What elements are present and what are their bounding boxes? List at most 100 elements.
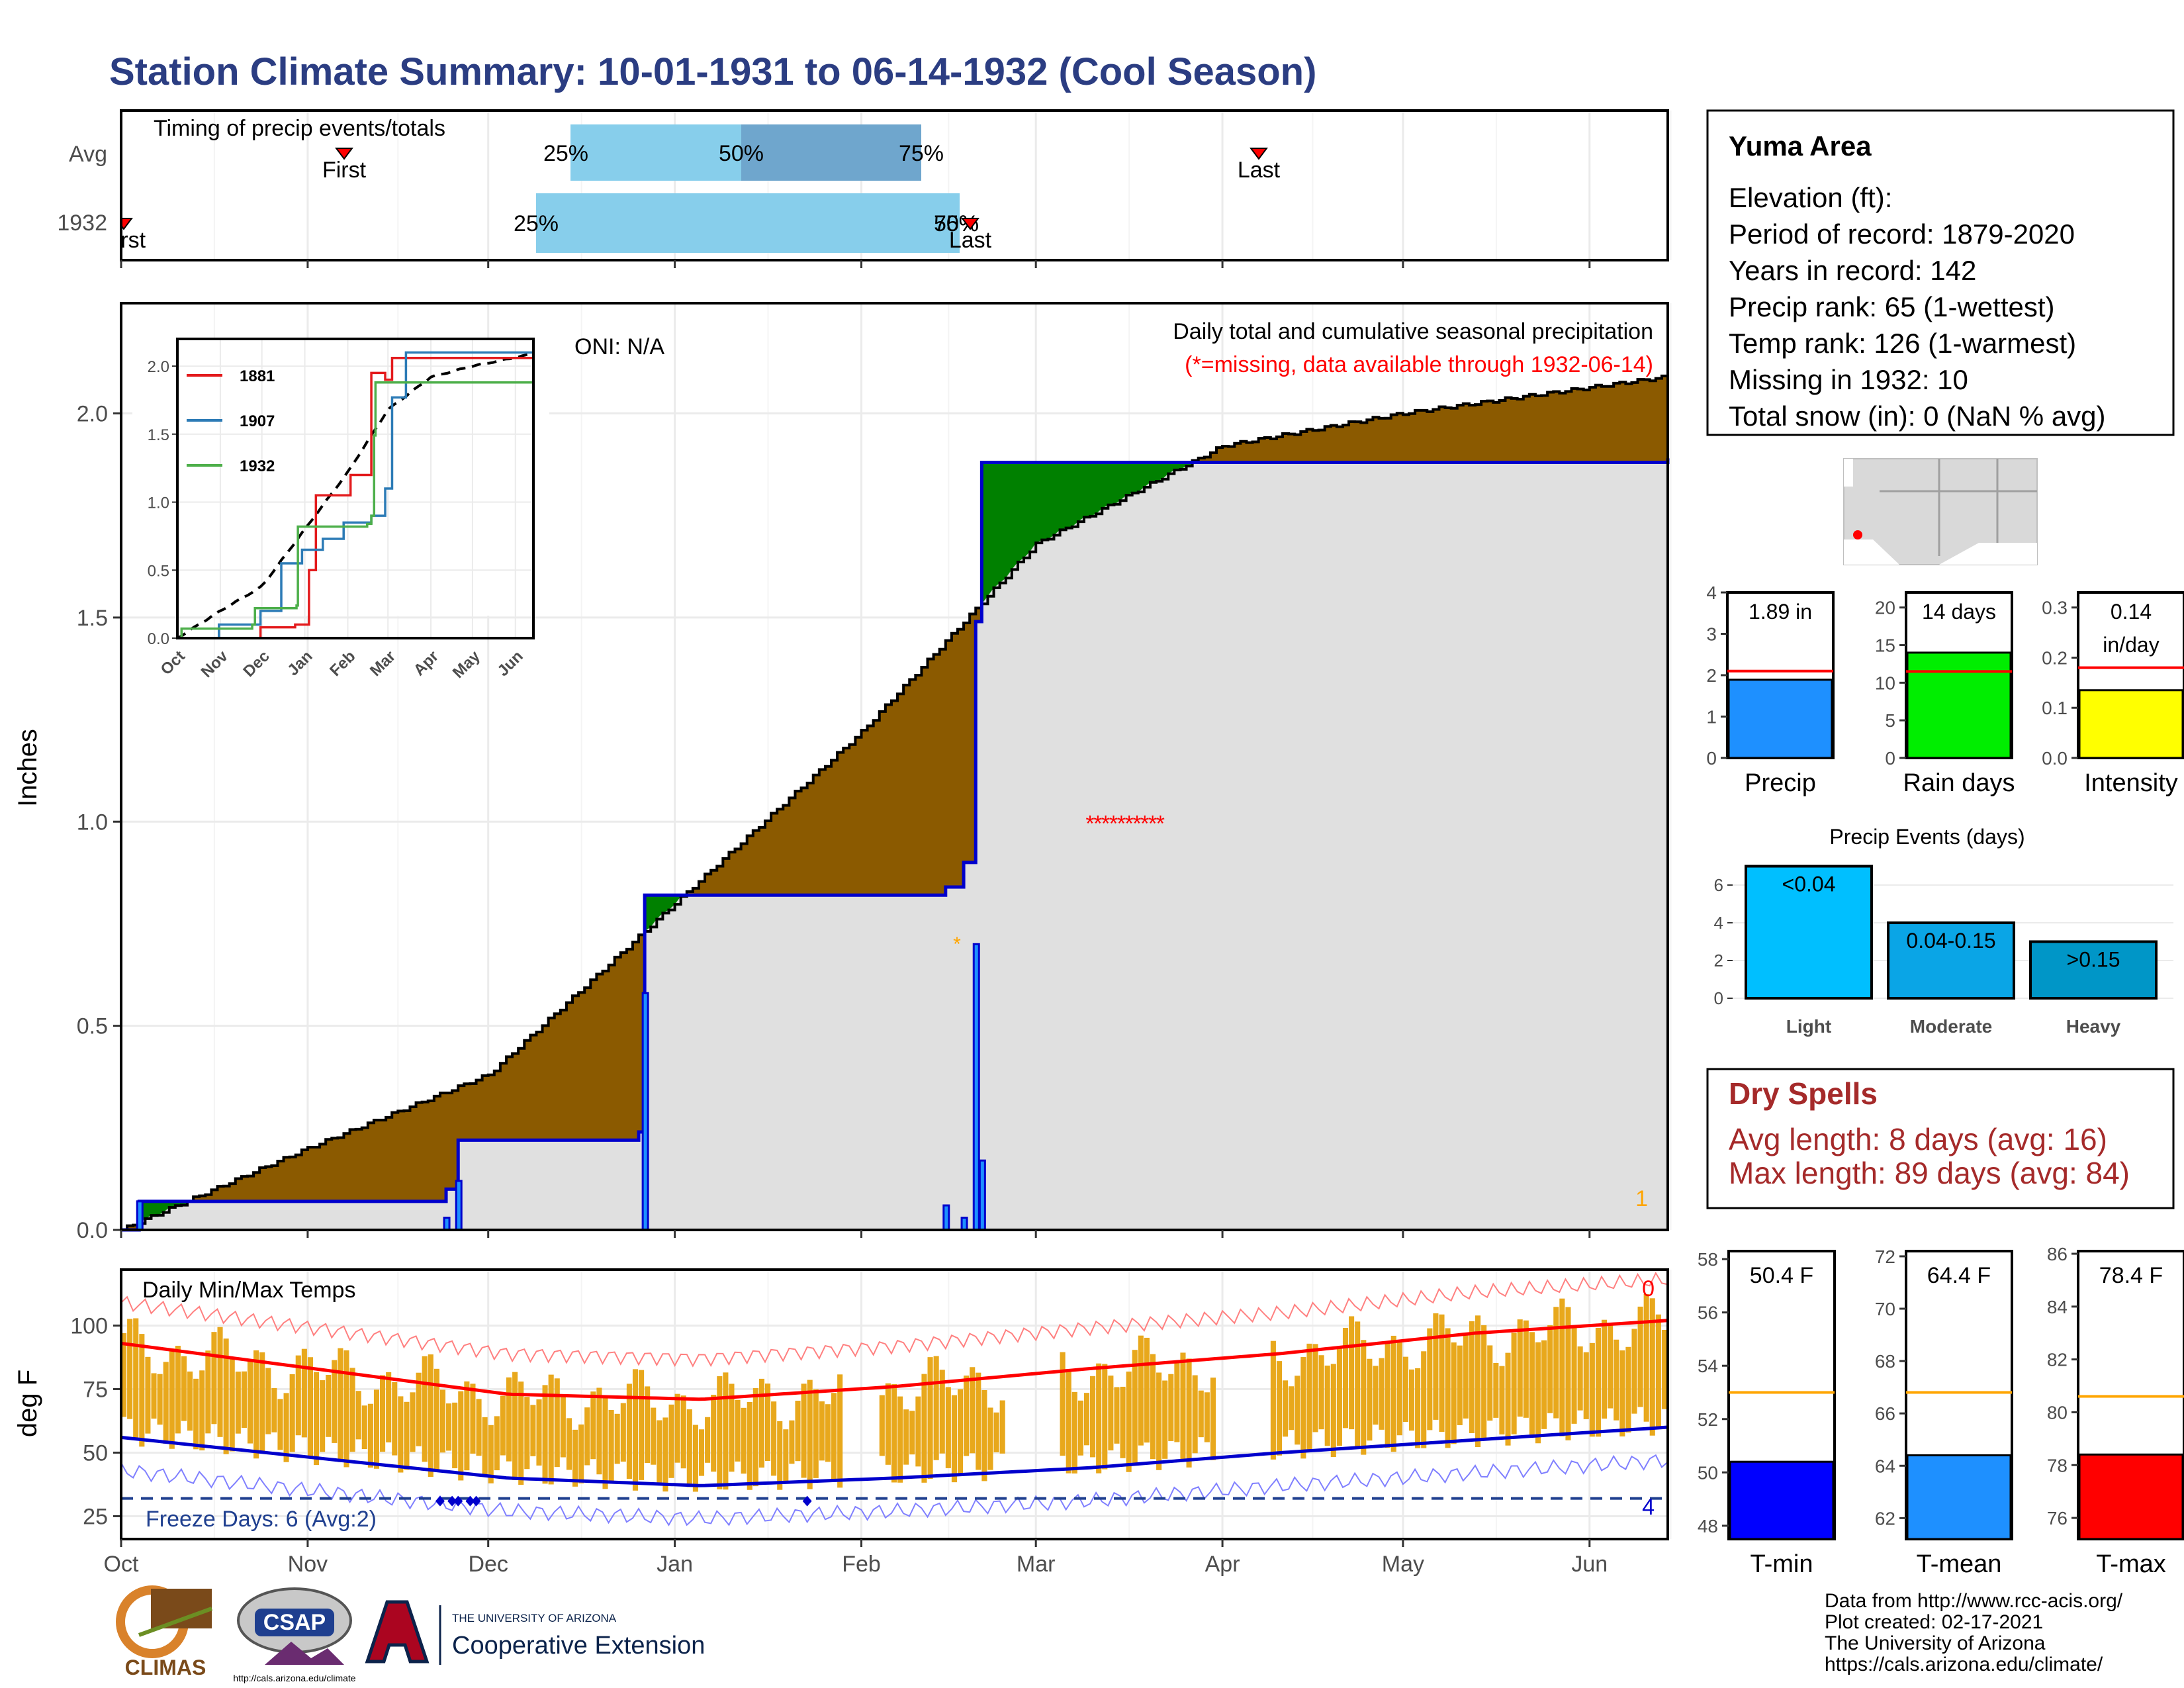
dry-spells-max: Max length: 89 days (avg: 84) bbox=[1729, 1156, 2130, 1190]
inset-average-line bbox=[177, 353, 531, 639]
temp-range-bar bbox=[211, 1332, 217, 1425]
temp-range-bar bbox=[1517, 1319, 1523, 1417]
temp-range-bar bbox=[361, 1405, 367, 1450]
temp-range-bar bbox=[897, 1396, 903, 1483]
events-ytick-label: 6 bbox=[1714, 875, 1723, 895]
precip-yticks: 0.0 0.5 1.0 1.5 2.0 bbox=[77, 402, 121, 1243]
map-mexico bbox=[1844, 539, 1899, 565]
month-label: Jun bbox=[1571, 1552, 1608, 1577]
temp-chart-label: T-max bbox=[2096, 1550, 2166, 1578]
temp-range-bar bbox=[976, 1372, 981, 1470]
precip-frame bbox=[120, 302, 1669, 1231]
temp-range-bar bbox=[891, 1383, 897, 1483]
temp-range-bar bbox=[259, 1352, 265, 1452]
temp-range-bar bbox=[1090, 1376, 1096, 1458]
ua-small-text: THE UNIVERSITY OF ARIZONA bbox=[452, 1612, 617, 1624]
temp-range-bar bbox=[410, 1392, 416, 1452]
temp-range-bar bbox=[163, 1362, 169, 1444]
temp-range-bar bbox=[386, 1372, 392, 1443]
temp-chart-label: T-min bbox=[1751, 1550, 1813, 1578]
temp-range-bar bbox=[1373, 1366, 1379, 1425]
temp-range-bar bbox=[229, 1358, 235, 1452]
events-bar-label: <0.04 bbox=[1782, 872, 1836, 896]
missing-data-marks: ********** bbox=[1085, 811, 1165, 836]
month-label: Feb bbox=[842, 1552, 881, 1577]
daily-precip-bar bbox=[972, 943, 980, 1231]
temp-range-bar bbox=[313, 1372, 320, 1466]
events-ytick-label: 2 bbox=[1714, 951, 1723, 970]
temp-range-bar bbox=[1295, 1376, 1300, 1445]
temp-range-bar bbox=[632, 1369, 639, 1491]
temp-chart-ytick-label: 66 bbox=[1875, 1403, 1895, 1424]
station-frame bbox=[1706, 109, 2175, 436]
missing-marker: * bbox=[1156, 811, 1165, 836]
temp-range-bar bbox=[1083, 1393, 1090, 1446]
temp-range-bar bbox=[289, 1374, 295, 1452]
temp-range-bar bbox=[1180, 1352, 1186, 1460]
temp-range-bar bbox=[380, 1375, 386, 1452]
temp-range-bar bbox=[1499, 1366, 1505, 1434]
temp-label: Daily Min/Max Temps bbox=[142, 1278, 355, 1303]
station-line: Missing in 1932: 10 bbox=[1729, 364, 1968, 395]
temp-chart-label: T-mean bbox=[1917, 1550, 2002, 1578]
temp-range-bar bbox=[241, 1371, 247, 1428]
temp-range-bar bbox=[717, 1376, 723, 1489]
precip-events-chart: Precip Events (days) 0 2 4 6 <0.04 Light 0.04-… bbox=[1714, 825, 2173, 1037]
temp-chart-ytick-label: 70 bbox=[1875, 1299, 1895, 1319]
station-box: Yuma Area Elevation (ft): Period of reco… bbox=[1706, 109, 2175, 436]
footer: CLIMAS CSAP http://cals.arizona.edu/clim… bbox=[116, 1585, 2123, 1683]
record-high-line bbox=[120, 1272, 1668, 1368]
csap-logo: CSAP http://cals.arizona.edu/climate bbox=[233, 1587, 356, 1683]
temp-range-bar bbox=[139, 1334, 145, 1447]
events-bar-label: >0.15 bbox=[2067, 948, 2120, 972]
legend-label: 1932 bbox=[240, 457, 275, 475]
temp-range-bar bbox=[1114, 1387, 1120, 1444]
temp-range-bar bbox=[1541, 1340, 1547, 1429]
freeze-marker bbox=[453, 1495, 463, 1507]
avg-low-line bbox=[120, 1425, 1668, 1487]
temp-range-bar bbox=[1643, 1293, 1649, 1422]
temp-bottom-count: 4 bbox=[1642, 1495, 1655, 1520]
temp-chart-ytick-label: 78 bbox=[2047, 1455, 2068, 1476]
temp-range-bar bbox=[518, 1382, 524, 1485]
temp-range-bar bbox=[1367, 1358, 1373, 1441]
temp-range-bar bbox=[464, 1381, 470, 1471]
temp-range-bar bbox=[151, 1373, 157, 1419]
small-chart-bar bbox=[1906, 651, 2012, 759]
csap-logo-text: CSAP bbox=[263, 1610, 326, 1635]
temp-range-bar bbox=[1571, 1327, 1577, 1424]
temp-range-bar bbox=[205, 1350, 211, 1434]
temp-range-bar bbox=[680, 1395, 686, 1469]
temp-range-bar bbox=[1102, 1364, 1108, 1470]
climas-logo-stem bbox=[138, 1607, 213, 1637]
freeze-marker bbox=[471, 1495, 481, 1507]
small-chart-label: Intensity bbox=[2084, 769, 2178, 797]
temp-range-bar bbox=[1379, 1358, 1385, 1430]
avg-p75: 75% bbox=[899, 141, 944, 166]
small-chart-label: Precip bbox=[1745, 769, 1816, 797]
temp-range-bar bbox=[1661, 1329, 1667, 1409]
daily-precip-bar bbox=[960, 1216, 968, 1231]
temp-range-bar bbox=[1108, 1376, 1114, 1451]
temp-range-bar bbox=[542, 1385, 548, 1484]
temp-range-bar bbox=[957, 1389, 964, 1475]
temp-range-bar bbox=[1553, 1307, 1559, 1419]
events-ytick-label: 0 bbox=[1714, 988, 1723, 1008]
temp-range-bar bbox=[355, 1391, 361, 1440]
small-chart-value-unit: in/day bbox=[2103, 633, 2159, 657]
temp-range-bar bbox=[1547, 1325, 1553, 1413]
temp-range-bar bbox=[651, 1407, 657, 1465]
inset-ytick-label: 1.5 bbox=[148, 426, 169, 444]
temp-chart-value: 64.4 F bbox=[1927, 1263, 1991, 1288]
temp-chart-ytick-label: 68 bbox=[1875, 1351, 1895, 1372]
temp-range-bar bbox=[1577, 1346, 1583, 1411]
temp-range-bar bbox=[1631, 1329, 1637, 1414]
daily-precip-bars bbox=[136, 943, 986, 1231]
timing-frame bbox=[120, 109, 1669, 261]
temp-range-bar bbox=[1649, 1298, 1655, 1436]
temp-range-bar bbox=[127, 1319, 133, 1419]
temp-range-bar bbox=[265, 1368, 271, 1434]
temp-range-bar bbox=[470, 1383, 476, 1454]
temp-range-bar bbox=[771, 1401, 777, 1476]
temp-range-bar bbox=[145, 1356, 151, 1434]
